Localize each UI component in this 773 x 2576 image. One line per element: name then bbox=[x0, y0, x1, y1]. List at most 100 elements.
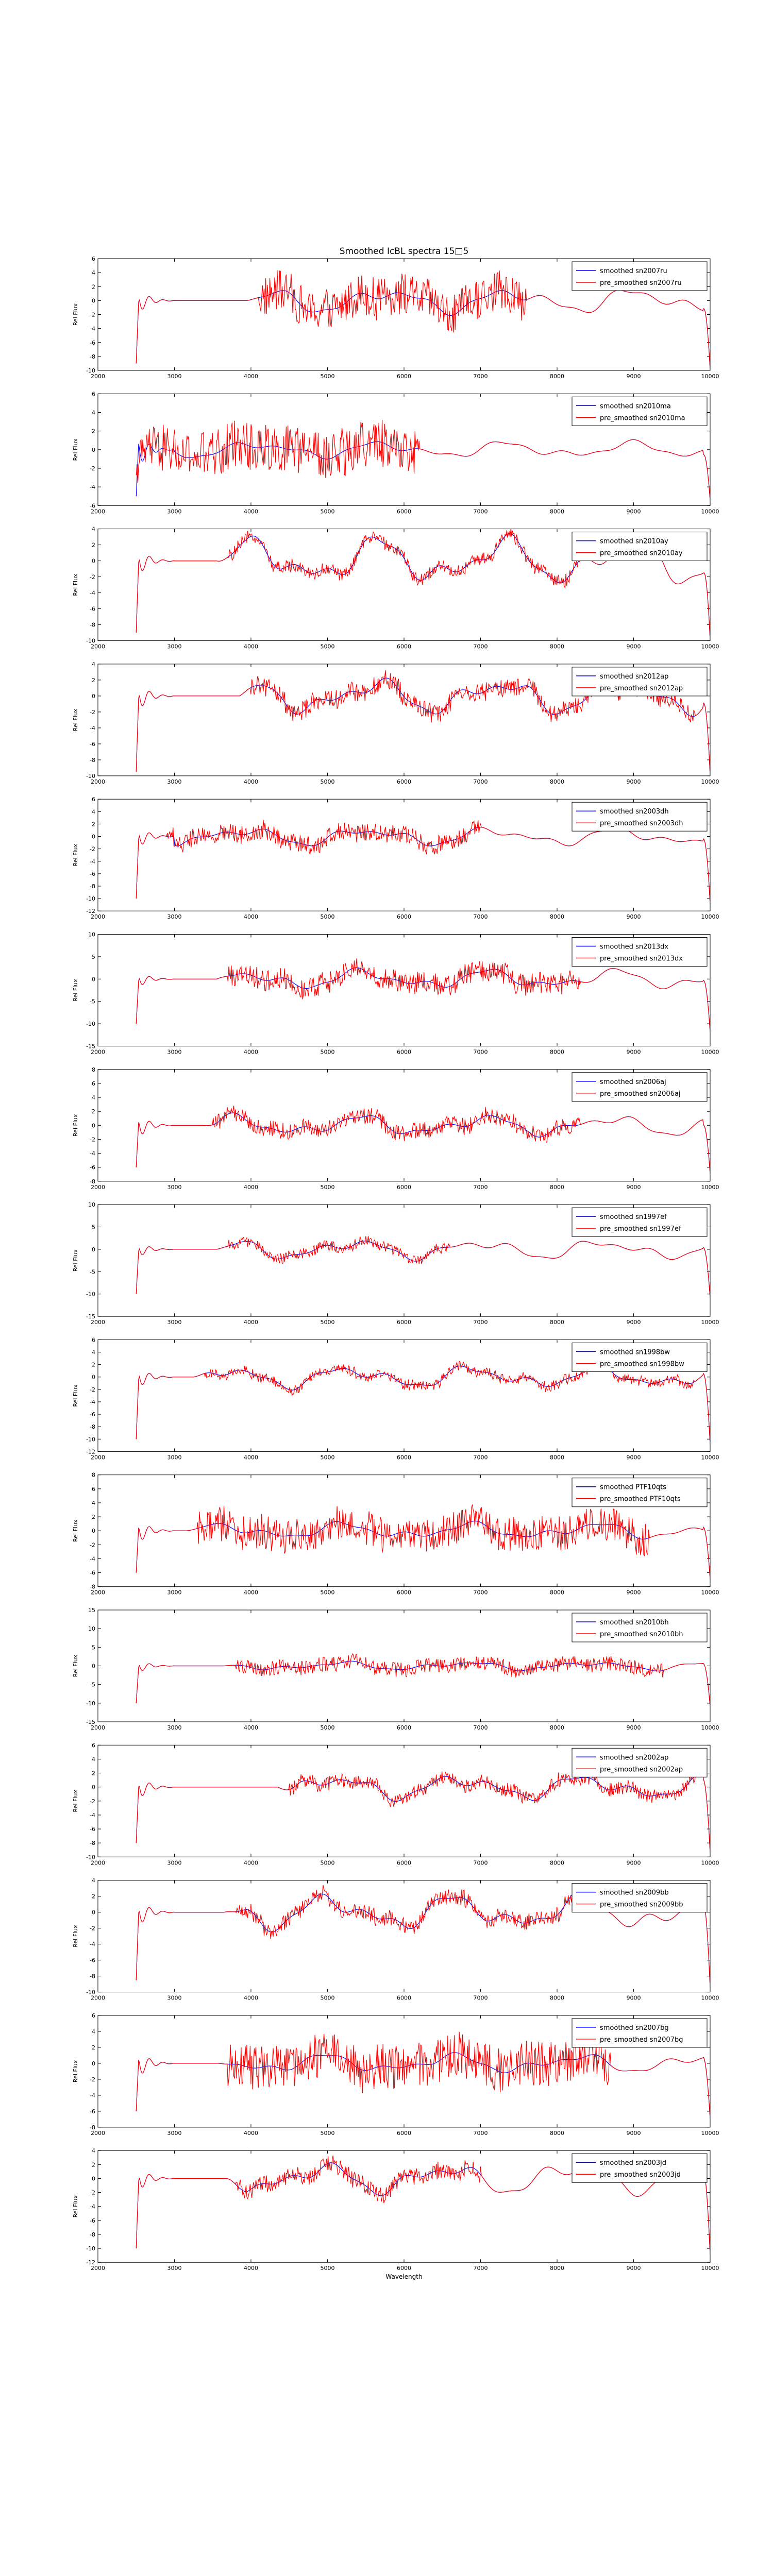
x-tick-label: 6000 bbox=[397, 373, 411, 380]
x-tick-label: 8000 bbox=[550, 1589, 564, 1596]
x-tick-label: 3000 bbox=[167, 1859, 182, 1866]
y-tick-label: 10 bbox=[88, 931, 95, 938]
x-tick-label: 3000 bbox=[167, 1724, 182, 1731]
y-tick-label: -6 bbox=[90, 1411, 95, 1418]
chart-panel: 2000 3000 4000 5000 6000 7000 8000 9000 10000 -15… bbox=[72, 1201, 719, 1326]
y-axis-label: Rel Flux bbox=[72, 2060, 79, 2082]
x-tick-label: 7000 bbox=[474, 1995, 488, 2002]
x-tick-label: 9000 bbox=[627, 1454, 641, 1461]
x-tick-label: 2000 bbox=[91, 1724, 105, 1731]
y-tick-label: 0 bbox=[92, 1122, 95, 1129]
y-axis-label: Rel Flux bbox=[72, 303, 79, 326]
y-tick-label: -6 bbox=[90, 1570, 95, 1577]
y-tick-label: 15 bbox=[88, 1607, 95, 1614]
x-tick-label: 5000 bbox=[321, 1184, 335, 1191]
x-tick-label: 3000 bbox=[167, 1049, 182, 1056]
x-tick-label: 2000 bbox=[91, 2265, 105, 2272]
y-tick-label: 0 bbox=[92, 1528, 95, 1534]
x-tick-label: 10000 bbox=[701, 1454, 719, 1461]
y-tick-label: 4 bbox=[92, 409, 95, 416]
y-tick-label: -15 bbox=[86, 1043, 95, 1050]
x-tick-label: 4000 bbox=[244, 778, 258, 785]
x-tick-label: 3000 bbox=[167, 2130, 182, 2137]
legend-label: smoothed sn2013dx bbox=[600, 943, 668, 951]
y-tick-label: -2 bbox=[90, 1386, 95, 1393]
y-tick-label: 2 bbox=[92, 1362, 95, 1368]
y-tick-label: -4 bbox=[90, 2204, 95, 2210]
x-tick-label: 9000 bbox=[627, 2265, 641, 2272]
y-tick-label: 6 bbox=[92, 1742, 95, 1749]
y-tick-label: 0 bbox=[92, 1374, 95, 1381]
x-tick-label: 3000 bbox=[167, 778, 182, 785]
x-tick-label: 3000 bbox=[167, 1454, 182, 1461]
y-tick-label: 0 bbox=[92, 693, 95, 700]
y-axis-label: Rel Flux bbox=[72, 1519, 79, 1542]
y-tick-label: 0 bbox=[92, 558, 95, 565]
chart-panel: 2000 3000 4000 5000 6000 7000 8000 9000 10000 -8 -… bbox=[72, 1066, 719, 1191]
x-tick-label: 8000 bbox=[550, 643, 564, 650]
legend: smoothed sn2007ru pre_smoothed sn2007ru bbox=[572, 261, 708, 291]
chart-panel: 2000 3000 4000 5000 6000 7000 8000 9000 10000 -8 -… bbox=[72, 2012, 719, 2137]
legend-label: pre_smoothed sn1997ef bbox=[600, 1225, 681, 1233]
x-tick-label: 7000 bbox=[474, 1589, 488, 1596]
x-tick-label: 9000 bbox=[627, 1859, 641, 1866]
y-tick-label: -10 bbox=[86, 895, 95, 902]
series-line-pre-smoothed bbox=[136, 2031, 710, 2120]
series-line-pre-smoothed bbox=[136, 958, 710, 1033]
x-tick-label: 8000 bbox=[550, 1859, 564, 1866]
chart-panel: 2000 3000 4000 5000 6000 7000 8000 9000 10000 -15… bbox=[72, 931, 719, 1056]
y-axis-label: Rel Flux bbox=[72, 1925, 79, 1947]
legend: smoothed sn2010bh pre_smoothed sn2010bh bbox=[572, 1613, 708, 1642]
x-tick-label: 2000 bbox=[91, 1589, 105, 1596]
y-tick-label: -6 bbox=[90, 1957, 95, 1964]
x-tick-label: 4000 bbox=[244, 2265, 258, 2272]
y-tick-label: 2 bbox=[92, 283, 95, 290]
x-tick-label: 5000 bbox=[321, 508, 335, 515]
y-tick-label: -8 bbox=[90, 353, 95, 360]
plot-area bbox=[136, 1359, 710, 1446]
y-tick-label: -10 bbox=[86, 2245, 95, 2252]
y-tick-label: -2 bbox=[90, 1925, 95, 1932]
series-line-pre-smoothed bbox=[136, 1235, 710, 1299]
x-tick-label: 9000 bbox=[627, 1184, 641, 1191]
y-tick-label: 4 bbox=[92, 269, 95, 276]
x-tick-label: 6000 bbox=[397, 643, 411, 650]
legend: smoothed sn2003jd pre_smoothed sn2003jd bbox=[572, 2153, 708, 2183]
x-tick-label: 8000 bbox=[550, 1454, 564, 1461]
y-tick-label: -4 bbox=[90, 1555, 95, 1562]
y-tick-label: -8 bbox=[90, 757, 95, 764]
x-tick-label: 4000 bbox=[244, 643, 258, 650]
x-tick-label: 5000 bbox=[321, 1995, 335, 2002]
legend-label: smoothed sn2003dh bbox=[600, 808, 669, 816]
y-tick-label: 2 bbox=[92, 1108, 95, 1115]
x-tick-label: 4000 bbox=[244, 1589, 258, 1596]
x-tick-label: 4000 bbox=[244, 2130, 258, 2137]
x-tick-label: 9000 bbox=[627, 1724, 641, 1731]
x-tick-label: 5000 bbox=[321, 1454, 335, 1461]
x-tick-label: 9000 bbox=[627, 2130, 641, 2137]
y-tick-label: -10 bbox=[86, 1700, 95, 1707]
x-tick-label: 8000 bbox=[550, 1184, 564, 1191]
y-tick-label: -2 bbox=[90, 709, 95, 716]
x-tick-label: 9000 bbox=[627, 643, 641, 650]
legend-label: pre_smoothed sn2007bg bbox=[600, 2036, 683, 2044]
legend-label: smoothed sn2010ay bbox=[600, 538, 668, 546]
legend-label: smoothed sn1998bw bbox=[600, 1348, 670, 1356]
plot-area bbox=[136, 1504, 710, 1580]
x-tick-label: 5000 bbox=[321, 1319, 335, 1326]
x-tick-label: 5000 bbox=[321, 2130, 335, 2137]
legend-label: pre_smoothed PTF10qts bbox=[600, 1496, 681, 1503]
legend-label: smoothed sn2002ap bbox=[600, 1754, 668, 1761]
x-tick-label: 6000 bbox=[397, 2130, 411, 2137]
y-tick-label: -12 bbox=[86, 2259, 95, 2266]
y-tick-label: 0 bbox=[92, 976, 95, 982]
x-tick-label: 7000 bbox=[474, 2130, 488, 2137]
y-tick-label: 4 bbox=[92, 526, 95, 533]
x-tick-label: 3000 bbox=[167, 373, 182, 380]
x-tick-label: 8000 bbox=[550, 913, 564, 920]
legend-label: smoothed sn2006aj bbox=[600, 1078, 666, 1086]
y-tick-label: -10 bbox=[86, 1854, 95, 1860]
x-tick-label: 4000 bbox=[244, 1184, 258, 1191]
y-tick-label: 2 bbox=[92, 1893, 95, 1900]
legend: smoothed sn2006aj pre_smoothed sn2006aj bbox=[572, 1072, 708, 1102]
